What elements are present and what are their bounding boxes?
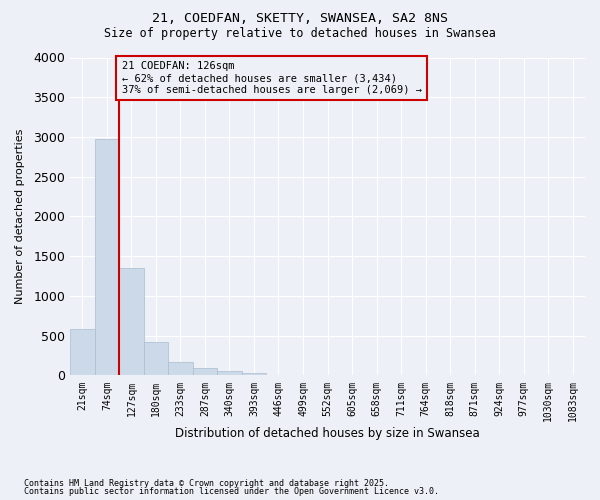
Bar: [193, 368, 217, 376]
Bar: [242, 373, 266, 376]
Text: Size of property relative to detached houses in Swansea: Size of property relative to detached ho…: [104, 28, 496, 40]
X-axis label: Distribution of detached houses by size in Swansea: Distribution of detached houses by size …: [175, 427, 480, 440]
Bar: [143, 342, 168, 376]
Bar: [168, 362, 193, 376]
Text: Contains public sector information licensed under the Open Government Licence v3: Contains public sector information licen…: [24, 487, 439, 496]
Bar: [119, 268, 143, 376]
Text: Contains HM Land Registry data © Crown copyright and database right 2025.: Contains HM Land Registry data © Crown c…: [24, 478, 389, 488]
Bar: [95, 138, 119, 376]
Bar: [217, 372, 242, 376]
Text: 21 COEDFAN: 126sqm
← 62% of detached houses are smaller (3,434)
37% of semi-deta: 21 COEDFAN: 126sqm ← 62% of detached hou…: [122, 62, 422, 94]
Text: 21, COEDFAN, SKETTY, SWANSEA, SA2 8NS: 21, COEDFAN, SKETTY, SWANSEA, SA2 8NS: [152, 12, 448, 26]
Y-axis label: Number of detached properties: Number of detached properties: [15, 129, 25, 304]
Bar: [70, 330, 95, 376]
